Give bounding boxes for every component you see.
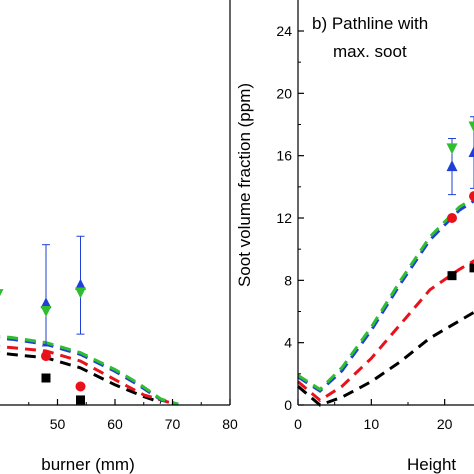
panel-a: 50 60 70 80 burner (mm) [0, 0, 238, 474]
panel-b-annotation-line-2: max. soot [333, 42, 407, 61]
panel-a-line-3 [0, 335, 179, 406]
panel-a-x-tick-label: 70 [165, 416, 181, 432]
panel-b-y-tick-label: 16 [276, 148, 292, 164]
panel-b-line-2 [297, 199, 474, 393]
panel-a-triangle-down-marker [40, 306, 52, 317]
panel-b-square-marker [447, 271, 457, 281]
panel-a-x-tick-label: 60 [107, 416, 123, 432]
panel-a-error-bar [42, 244, 50, 347]
panel-b-triangle-up-marker [446, 160, 458, 172]
panel-a-edge-marker [0, 289, 4, 297]
panel-a-x-tick-label: 80 [222, 416, 238, 432]
panel-b-x-tick-label: 10 [364, 416, 380, 432]
panel-a-circle-marker [41, 351, 51, 362]
panel-b-y-tick-label: 12 [276, 210, 292, 226]
panel-a-line-2 [0, 336, 179, 406]
panel-a-x-tick-label: 50 [50, 416, 66, 432]
panel-b-triangle-down-marker [468, 121, 474, 133]
panel-b-circle-marker [447, 213, 457, 223]
panel-a-x-ticks: 50 60 70 80 [28, 399, 238, 432]
panel-b-y-axis-label: Soot volume fraction (ppm) [235, 83, 254, 287]
panel-b-triangle-down-marker [446, 143, 458, 155]
panel-b-x-axis-label: Height [407, 455, 456, 474]
panel-b-x-tick-label: 0 [294, 416, 302, 432]
panel-b-y-tick-label: 20 [276, 85, 292, 101]
panel-a-line-0 [0, 351, 162, 404]
panel-a-square-marker [76, 395, 85, 405]
panel-b-y-tick-label: 8 [284, 272, 292, 288]
panel-b: 0 4 8 12 16 20 24 0 10 20 Soot volume fraction (p… [235, 0, 474, 474]
panel-a-triangle-up-marker [75, 278, 86, 290]
panel-b-triangle-up-marker [468, 146, 474, 158]
panel-a-triangle-up-marker [40, 297, 52, 309]
panel-b-annotation-line-1: b) Pathline with [312, 14, 428, 33]
panel-b-line-3 [297, 195, 474, 392]
panel-a-lines [0, 335, 179, 406]
panel-b-line-0 [297, 310, 474, 407]
panel-b-circle-marker [469, 191, 474, 202]
panel-a-circle-marker [75, 381, 86, 392]
panel-b-square-marker [469, 263, 474, 273]
panel-a-markers [0, 235, 86, 405]
panel-a-x-axis-label: burner (mm) [41, 455, 135, 474]
panel-b-line-1 [297, 259, 474, 403]
panel-a-line-1 [0, 345, 173, 405]
panel-b-y-tick-label: 4 [284, 335, 292, 351]
panel-b-y-tick-label: 0 [284, 397, 292, 413]
panel-b-x-tick-label: 20 [437, 416, 453, 432]
panel-b-error-bar [470, 116, 474, 189]
panel-b-markers [446, 116, 474, 281]
panel-b-lines [297, 195, 474, 407]
panel-a-triangle-down-marker [75, 287, 86, 299]
panel-b-y-tick-label: 24 [276, 23, 292, 39]
panel-b-ticks: 0 4 8 12 16 20 24 0 10 20 [276, 23, 453, 432]
panel-a-square-marker [41, 373, 51, 383]
